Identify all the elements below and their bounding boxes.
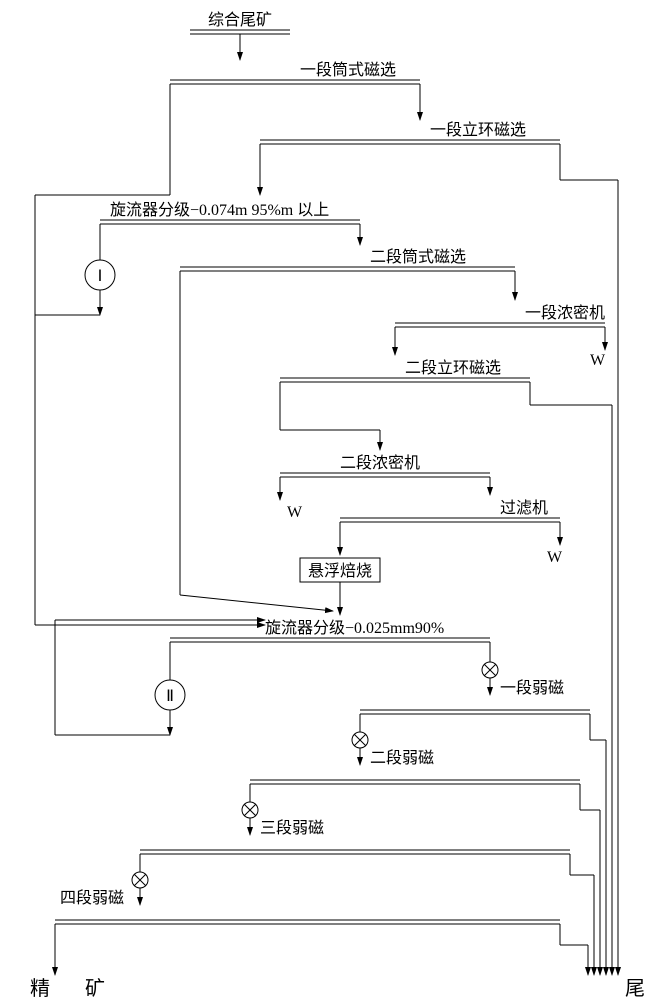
step-6-label: 二段立环磁选 bbox=[405, 359, 501, 377]
w-1: W bbox=[590, 352, 606, 369]
w-2: W bbox=[287, 504, 303, 521]
step-3-label: 旋流器分级−0.074m 95%m 以上 bbox=[110, 201, 329, 219]
step-1-label: 一段筒式磁选 bbox=[300, 61, 396, 79]
marker-2: Ⅱ bbox=[166, 688, 174, 705]
step-9-label: 悬浮焙烧 bbox=[308, 562, 372, 580]
w-3: W bbox=[547, 549, 563, 566]
step-4-label: 二段筒式磁选 bbox=[370, 248, 466, 266]
output-right: 尾 bbox=[625, 978, 645, 1000]
xmark-3 bbox=[242, 802, 258, 818]
step-8-label: 过滤机 bbox=[500, 499, 548, 517]
output-mid: 矿 bbox=[85, 977, 105, 1000]
xmark-1 bbox=[482, 662, 498, 678]
output-left: 精 bbox=[30, 977, 50, 1000]
xmark-2 bbox=[352, 732, 368, 748]
step-7-label: 二段浓密机 bbox=[340, 454, 420, 472]
step-13-label: 三段弱磁 bbox=[260, 819, 324, 837]
step-11-label: 一段弱磁 bbox=[500, 679, 564, 697]
step-2-label: 一段立环磁选 bbox=[430, 121, 526, 139]
marker-1: Ⅰ bbox=[98, 268, 103, 285]
step-12-label: 二段弱磁 bbox=[370, 749, 434, 767]
step-5-label: 一段浓密机 bbox=[525, 304, 605, 322]
step-10-label: 旋流器分级−0.025mm90% bbox=[265, 619, 444, 637]
title: 综合尾矿 bbox=[208, 11, 272, 29]
step-14-label: 四段弱磁 bbox=[60, 889, 124, 907]
xmark-4 bbox=[132, 872, 148, 888]
